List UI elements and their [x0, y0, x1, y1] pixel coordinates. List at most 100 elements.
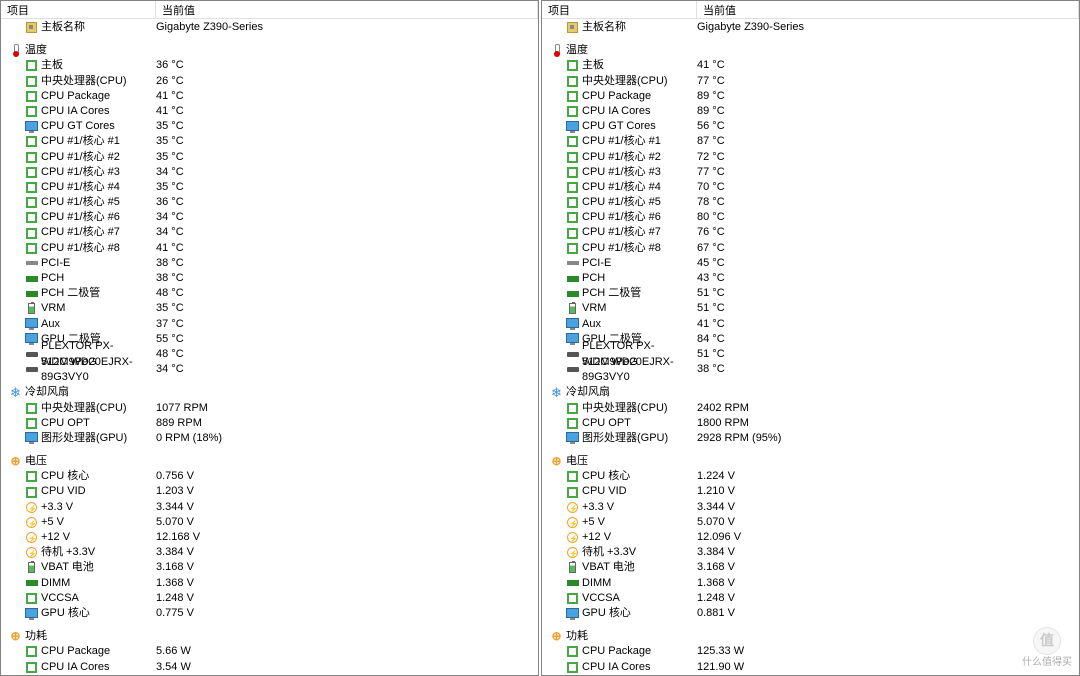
- row-value: 0.775 V: [156, 606, 538, 621]
- sensor-row[interactable]: CPU #1/核心 #334 °C: [1, 165, 538, 180]
- sensor-row[interactable]: CPU #1/核心 #377 °C: [542, 165, 1079, 180]
- chip-icon: [25, 151, 38, 164]
- sensor-row[interactable]: CPU IA Cores89 °C: [542, 104, 1079, 119]
- section-header[interactable]: ⊕电压: [542, 454, 1079, 469]
- sensor-row[interactable]: VBAT 电池3.168 V: [1, 560, 538, 575]
- sensor-row[interactable]: VCCSA1.248 V: [1, 591, 538, 606]
- sensor-row[interactable]: PCH 二极管48 °C: [1, 286, 538, 301]
- sensor-row[interactable]: WDC WD20EJRX-89G3VY038 °C: [542, 362, 1079, 377]
- sensor-row[interactable]: CPU #1/核心 #272 °C: [542, 150, 1079, 165]
- chip-icon: [25, 661, 38, 674]
- sensor-row[interactable]: VCCSA1.248 V: [542, 591, 1079, 606]
- section-header[interactable]: 温度: [1, 43, 538, 58]
- header-item[interactable]: 项目: [542, 1, 697, 18]
- sensor-row[interactable]: 中央处理器(CPU)1077 RPM: [1, 401, 538, 416]
- board-name-row[interactable]: 主板名称Gigabyte Z390-Series: [1, 20, 538, 35]
- sensor-row[interactable]: +3.3 V3.344 V: [1, 500, 538, 515]
- sensor-row[interactable]: GPU 核心0.775 V: [1, 606, 538, 621]
- header-value[interactable]: 当前值: [156, 1, 538, 18]
- sensor-row[interactable]: Aux37 °C: [1, 317, 538, 332]
- row-value: 34 °C: [156, 225, 538, 240]
- board-name-row[interactable]: 主板名称Gigabyte Z390-Series: [542, 20, 1079, 35]
- sensor-row[interactable]: CPU IA Cores41 °C: [1, 104, 538, 119]
- sensor-row[interactable]: CPU #1/核心 #578 °C: [542, 195, 1079, 210]
- sensor-row[interactable]: GPU 核心0.881 V: [542, 606, 1079, 621]
- sensor-row[interactable]: 待机 +3.3V3.384 V: [542, 545, 1079, 560]
- sensor-row[interactable]: 中央处理器(CPU)2402 RPM: [542, 401, 1079, 416]
- sensor-row[interactable]: +5 V5.070 V: [542, 515, 1079, 530]
- sensor-row[interactable]: CPU Package5.66 W: [1, 644, 538, 659]
- sensor-row[interactable]: 主板41 °C: [542, 58, 1079, 73]
- sensor-row[interactable]: Aux41 °C: [542, 317, 1079, 332]
- column-header[interactable]: 项目 当前值: [542, 1, 1079, 19]
- sensor-row[interactable]: CPU #1/核心 #470 °C: [542, 180, 1079, 195]
- sensor-row[interactable]: CPU IA Cores3.54 W: [1, 660, 538, 675]
- sensor-row[interactable]: VRM35 °C: [1, 301, 538, 316]
- sensor-row[interactable]: CPU 核心1.224 V: [542, 469, 1079, 484]
- sensor-row[interactable]: CPU Package125.33 W: [542, 644, 1079, 659]
- sensor-row[interactable]: CPU GT Cores35 °C: [1, 119, 538, 134]
- dimm-icon: [25, 287, 38, 300]
- sensor-row[interactable]: 中央处理器(CPU)26 °C: [1, 74, 538, 89]
- sensor-row[interactable]: +12 V12.168 V: [1, 530, 538, 545]
- row-label: +12 V: [41, 530, 70, 545]
- sensor-row[interactable]: +5 V5.070 V: [1, 515, 538, 530]
- voltage-icon: [25, 531, 38, 544]
- sensor-row[interactable]: +3.3 V3.344 V: [542, 500, 1079, 515]
- sensor-row[interactable]: CPU VID1.203 V: [1, 484, 538, 499]
- row-value: 76 °C: [697, 225, 1079, 240]
- header-value[interactable]: 当前值: [697, 1, 1079, 18]
- sensor-row[interactable]: 中央处理器(CPU)77 °C: [542, 74, 1079, 89]
- sensor-row[interactable]: CPU #1/核心 #235 °C: [1, 150, 538, 165]
- section-header[interactable]: ⊕功耗: [542, 629, 1079, 644]
- section-header[interactable]: ⊕电压: [1, 454, 538, 469]
- sensor-row[interactable]: CPU #1/核心 #841 °C: [1, 241, 538, 256]
- row-label: WDC WD20EJRX-89G3VY0: [582, 355, 697, 385]
- sensor-row[interactable]: PCH43 °C: [542, 271, 1079, 286]
- sensor-row[interactable]: PCI-E38 °C: [1, 256, 538, 271]
- sensor-row[interactable]: CPU #1/核心 #734 °C: [1, 225, 538, 240]
- sensor-row[interactable]: 待机 +3.3V3.384 V: [1, 545, 538, 560]
- sensor-row[interactable]: CPU #1/核心 #776 °C: [542, 225, 1079, 240]
- sensor-row[interactable]: PCI-E45 °C: [542, 256, 1079, 271]
- row-label: VCCSA: [41, 591, 79, 606]
- row-value: 26 °C: [156, 74, 538, 89]
- sensor-row[interactable]: WDC WD20EJRX-89G3VY034 °C: [1, 362, 538, 377]
- sensor-row[interactable]: VRM51 °C: [542, 301, 1079, 316]
- sensor-row[interactable]: CPU OPT889 RPM: [1, 416, 538, 431]
- row-value: Gigabyte Z390-Series: [156, 20, 538, 35]
- sensor-row[interactable]: CPU #1/核心 #135 °C: [1, 134, 538, 149]
- sensor-row[interactable]: DIMM1.368 V: [542, 576, 1079, 591]
- sensor-row[interactable]: VBAT 电池3.168 V: [542, 560, 1079, 575]
- sensor-row[interactable]: +12 V12.096 V: [542, 530, 1079, 545]
- sensor-row[interactable]: CPU #1/核心 #867 °C: [542, 241, 1079, 256]
- sensor-row[interactable]: CPU IA Cores121.90 W: [542, 660, 1079, 675]
- sensor-row[interactable]: CPU #1/核心 #536 °C: [1, 195, 538, 210]
- sensor-row[interactable]: PCH 二极管51 °C: [542, 286, 1079, 301]
- row-value: 80 °C: [697, 210, 1079, 225]
- sensor-row[interactable]: DIMM1.368 V: [1, 576, 538, 591]
- sensor-row[interactable]: CPU #1/核心 #680 °C: [542, 210, 1079, 225]
- sensor-row[interactable]: PCH38 °C: [1, 271, 538, 286]
- section-header[interactable]: 温度: [542, 43, 1079, 58]
- sensor-row[interactable]: CPU #1/核心 #634 °C: [1, 210, 538, 225]
- monitor-icon: [566, 333, 579, 346]
- sensor-row[interactable]: CPU #1/核心 #435 °C: [1, 180, 538, 195]
- sensor-row[interactable]: CPU #1/核心 #187 °C: [542, 134, 1079, 149]
- sensor-row[interactable]: 主板36 °C: [1, 58, 538, 73]
- sensor-row[interactable]: 图形处理器(GPU)2928 RPM (95%): [542, 431, 1079, 446]
- column-header[interactable]: 项目 当前值: [1, 1, 538, 19]
- sensor-row[interactable]: CPU VID1.210 V: [542, 484, 1079, 499]
- sensor-row[interactable]: CPU 核心0.756 V: [1, 469, 538, 484]
- sensor-row[interactable]: CPU Package41 °C: [1, 89, 538, 104]
- header-item[interactable]: 项目: [1, 1, 156, 18]
- section-header[interactable]: ❄冷却风扇: [542, 385, 1079, 400]
- row-label: 功耗: [25, 629, 47, 644]
- battery-icon: [566, 561, 579, 574]
- sensor-row[interactable]: CPU Package89 °C: [542, 89, 1079, 104]
- section-header[interactable]: ⊕功耗: [1, 629, 538, 644]
- section-header[interactable]: ❄冷却风扇: [1, 385, 538, 400]
- sensor-row[interactable]: 图形处理器(GPU)0 RPM (18%): [1, 431, 538, 446]
- sensor-row[interactable]: CPU GT Cores56 °C: [542, 119, 1079, 134]
- sensor-row[interactable]: CPU OPT1800 RPM: [542, 416, 1079, 431]
